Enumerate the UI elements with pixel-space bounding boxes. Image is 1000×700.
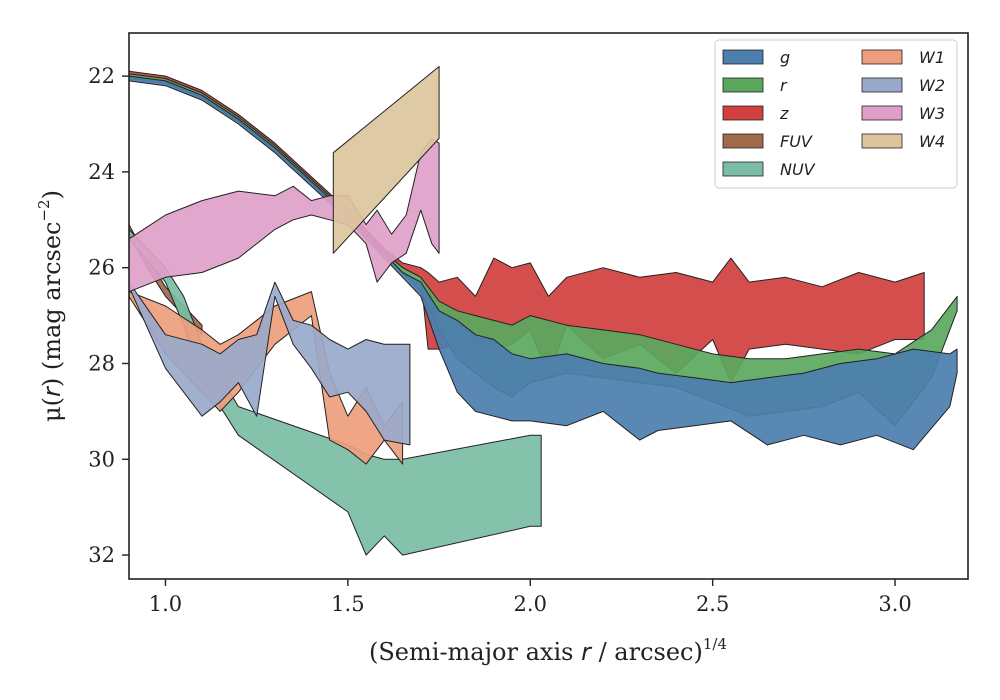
legend-label-r: r bbox=[780, 76, 788, 95]
y-tick-label: 32 bbox=[88, 543, 115, 567]
legend-swatch-r bbox=[722, 77, 764, 93]
x-axis-title-post: / arcsec) bbox=[591, 638, 703, 666]
band-g bbox=[129, 75, 958, 451]
band-w1 bbox=[129, 291, 404, 465]
legend-swatch-w2 bbox=[861, 77, 903, 93]
band-w2 bbox=[129, 281, 411, 446]
y-axis-ticks: 22 24 26 28 30 32 bbox=[88, 64, 129, 567]
x-axis-ticks: 1.0 1.5 2.0 2.5 3.0 bbox=[149, 579, 912, 616]
legend-swatch-nuv bbox=[722, 161, 764, 177]
legend-label-w4: W4 bbox=[919, 132, 945, 151]
y-tick-label: 30 bbox=[88, 447, 115, 471]
legend-label-w3: W3 bbox=[919, 104, 945, 123]
x-axis-title-var: r bbox=[581, 638, 593, 666]
y-tick-label: 26 bbox=[88, 256, 115, 280]
x-tick-label: 2.0 bbox=[514, 592, 547, 616]
legend-label-w2: W2 bbox=[919, 76, 945, 95]
x-axis-title: (Semi-major axis r / arcsec)1/4 bbox=[369, 635, 727, 666]
x-tick-label: 3.0 bbox=[878, 592, 911, 616]
legend-label-fuv: FUV bbox=[780, 132, 813, 151]
x-tick-label: 1.0 bbox=[149, 592, 182, 616]
legend-swatch-w3 bbox=[861, 105, 903, 121]
y-tick-label: 24 bbox=[88, 160, 115, 184]
legend-swatch-w1 bbox=[861, 49, 903, 65]
legend-swatch-fuv bbox=[722, 133, 764, 149]
y-axis-title-var: r bbox=[38, 385, 66, 397]
y-tick-label: 28 bbox=[88, 351, 115, 375]
y-axis-title-post: ) (mag arcsec bbox=[38, 222, 66, 388]
band-w4 bbox=[332, 66, 440, 254]
series-bands bbox=[129, 66, 958, 556]
x-axis-title-sup: 1/4 bbox=[703, 635, 727, 653]
y-tick-label: 22 bbox=[88, 64, 115, 88]
x-tick-label: 1.5 bbox=[331, 592, 364, 616]
legend-box bbox=[714, 39, 958, 189]
y-axis-title-close: ) bbox=[38, 190, 66, 199]
y-axis-title-sup: −2 bbox=[35, 199, 53, 221]
x-axis-title-pre: (Semi-major axis bbox=[369, 638, 581, 666]
plot-frame bbox=[128, 32, 969, 580]
legend-label-w1: W1 bbox=[919, 48, 945, 67]
legend-swatch-g bbox=[722, 49, 764, 65]
y-axis-title: μ(r) (mag arcsec−2) bbox=[35, 190, 66, 422]
x-tick-label: 2.5 bbox=[696, 592, 729, 616]
legend-swatch-w4 bbox=[861, 133, 903, 149]
legend-label-g: g bbox=[780, 48, 790, 67]
legend-label-z: z bbox=[779, 104, 789, 123]
legend-swatch-z bbox=[722, 105, 764, 121]
legend-label-nuv: NUV bbox=[780, 160, 816, 179]
legend: grz FUV NUV W1 W2 W3 W4 bbox=[714, 39, 958, 189]
band-w3 bbox=[129, 137, 440, 293]
y-axis-title-pre: μ( bbox=[38, 397, 66, 422]
